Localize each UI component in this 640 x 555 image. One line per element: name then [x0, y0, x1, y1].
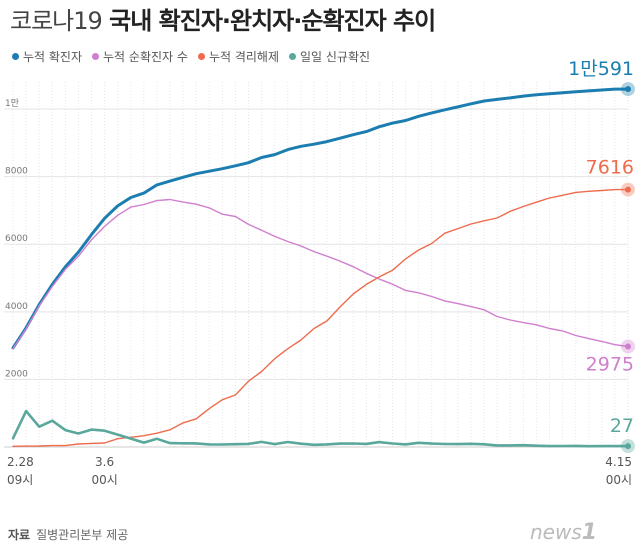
y-tick-label: 2000 — [5, 369, 28, 379]
x-tick-sublabel: 00시 — [606, 473, 632, 487]
legend-item-cumulative: 누적 확진자 — [12, 46, 82, 66]
series-line-cumulative — [11, 87, 630, 350]
end-markers: 1만591 2975 7616 27 — [568, 58, 635, 454]
source-label: 자료 — [8, 528, 31, 542]
series-layer — [11, 87, 630, 448]
end-label-released: 7616 — [586, 157, 634, 179]
y-tick-label: 4000 — [5, 302, 28, 312]
legend-label: 누적 순확진자 수 — [103, 49, 188, 64]
end-marker-dot — [625, 343, 631, 350]
legend-item-released: 누적 격리해제 — [197, 46, 279, 66]
grid-layer — [4, 82, 629, 448]
y-axis: 2000 4000 6000 8000 1만 — [5, 98, 28, 379]
legend-dot — [289, 52, 296, 60]
chart-title: 코로나19 국내 확진자·완치자·순확진자 추이 — [10, 6, 436, 36]
x-tick-sublabel: 09시 — [7, 473, 33, 487]
title-main: 국내 확진자·완치자·순확진자 추이 — [109, 7, 436, 35]
series-line-active — [12, 198, 629, 350]
logo-number: 1 — [581, 520, 598, 545]
x-axis: 2.28 09시 3.6 00시 4.15 00시 — [7, 455, 632, 487]
legend-label: 일일 신규확진 — [300, 49, 371, 64]
legend-dot — [92, 52, 100, 60]
end-marker-dot — [625, 186, 631, 193]
legend-dot — [197, 52, 205, 60]
legend-label: 누적 확진자 — [23, 49, 83, 64]
logo-text: news — [530, 520, 582, 544]
y-tick-label: 1만 — [5, 98, 19, 109]
series-line-daily — [11, 409, 630, 448]
end-label-daily: 27 — [610, 415, 634, 437]
legend-item-daily: 일일 신규확진 — [289, 46, 370, 66]
x-tick-label: 2.28 — [7, 455, 34, 469]
legend-dot — [12, 52, 19, 60]
source-text: 질병관리본부 제공 — [36, 528, 129, 542]
source-note: 자료 질병관리본부 제공 — [8, 526, 128, 543]
legend-label: 누적 격리해제 — [208, 49, 279, 64]
x-tick-sublabel: 00시 — [91, 473, 117, 487]
y-tick-label: 8000 — [5, 167, 28, 177]
series-line-released — [12, 188, 629, 447]
legend-item-active: 누적 순확진자 수 — [92, 46, 188, 66]
end-marker-dot — [625, 86, 631, 93]
x-tick-label: 3.6 — [95, 455, 114, 469]
end-marker-dot — [625, 443, 631, 450]
legend: 누적 확진자 누적 순확진자 수 누적 격리해제 일일 신규확진 — [12, 46, 370, 66]
title-prefix: 코로나19 — [10, 7, 103, 35]
end-label-cumulative: 1만591 — [568, 58, 634, 80]
end-label-active: 2975 — [586, 353, 634, 375]
y-tick-label: 6000 — [5, 234, 28, 244]
x-tick-label: 4.15 — [605, 455, 632, 469]
news1-logo: news1 — [530, 520, 597, 545]
